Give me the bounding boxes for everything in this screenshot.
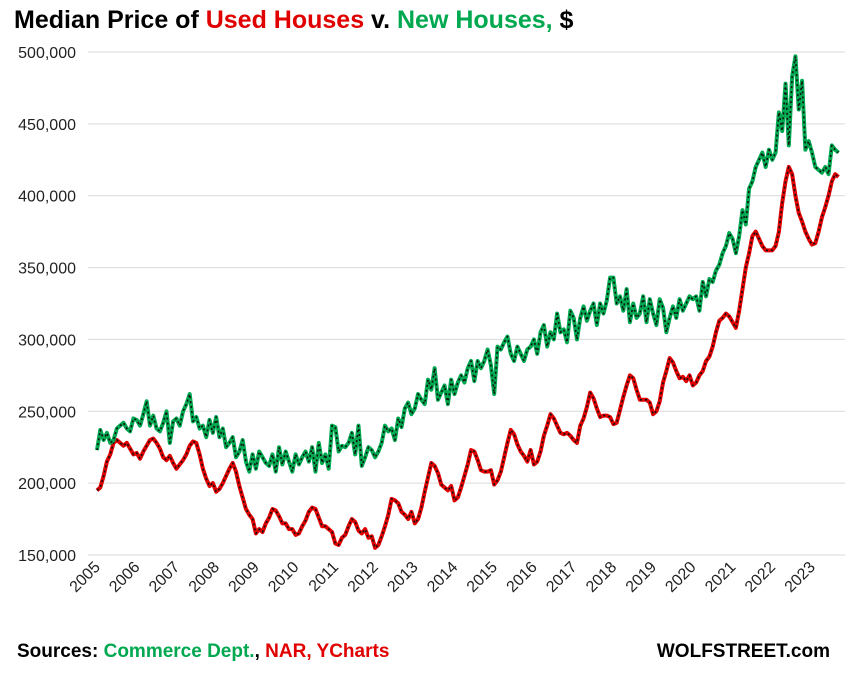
x-tick-label: 2022 bbox=[742, 559, 779, 596]
x-tick-label: 2012 bbox=[345, 559, 382, 596]
x-tick-label: 2021 bbox=[702, 559, 739, 596]
x-tick-label: 2009 bbox=[226, 559, 263, 596]
x-tick-label: 2019 bbox=[623, 559, 660, 596]
title-part: v. bbox=[364, 6, 397, 34]
brand: WOLFSTREET.com bbox=[657, 641, 830, 662]
title-part: New Houses, bbox=[397, 6, 553, 34]
x-tick-label: 2018 bbox=[583, 559, 620, 596]
x-tick-label: 2013 bbox=[384, 559, 421, 596]
x-tick-label: 2020 bbox=[662, 559, 699, 596]
title-part: Used Houses bbox=[206, 6, 364, 34]
sources: Sources: Commerce Dept., NAR, YCharts bbox=[17, 641, 389, 662]
y-tick-label: 150,000 bbox=[18, 548, 76, 565]
x-tick-label: 2010 bbox=[265, 559, 302, 596]
x-tick-label: 2011 bbox=[306, 559, 342, 595]
source: Commerce Dept. bbox=[104, 641, 255, 662]
x-tick-label: 2006 bbox=[106, 559, 143, 596]
series-line bbox=[95, 54, 840, 474]
x-tick-label: 2017 bbox=[543, 559, 580, 596]
x-tick-label: 2007 bbox=[146, 559, 183, 596]
x-tick-label: 2014 bbox=[424, 559, 461, 596]
y-tick-label: 300,000 bbox=[18, 332, 76, 349]
y-tick-label: 400,000 bbox=[18, 189, 76, 206]
y-tick-label: 450,000 bbox=[18, 117, 76, 134]
x-tick-label: 2016 bbox=[504, 559, 541, 596]
series-line bbox=[95, 164, 840, 550]
chart-title: Median Price of Used Houses v. New House… bbox=[14, 6, 574, 34]
y-tick-label: 250,000 bbox=[18, 404, 76, 421]
series-line-dots bbox=[96, 166, 840, 549]
y-tick-label: 350,000 bbox=[18, 261, 76, 278]
separator: , bbox=[255, 641, 266, 662]
title-part: Median Price of bbox=[14, 6, 206, 34]
title-part: $ bbox=[553, 6, 574, 34]
x-tick-label: 2015 bbox=[464, 559, 501, 596]
series-line-dots bbox=[96, 55, 840, 473]
sources-label: Sources: bbox=[17, 641, 104, 662]
x-tick-label: 2023 bbox=[782, 559, 819, 596]
source: NAR, YCharts bbox=[265, 641, 389, 662]
x-tick-label: 2008 bbox=[186, 559, 223, 596]
y-tick-label: 200,000 bbox=[18, 476, 76, 493]
y-tick-label: 500,000 bbox=[18, 45, 76, 62]
